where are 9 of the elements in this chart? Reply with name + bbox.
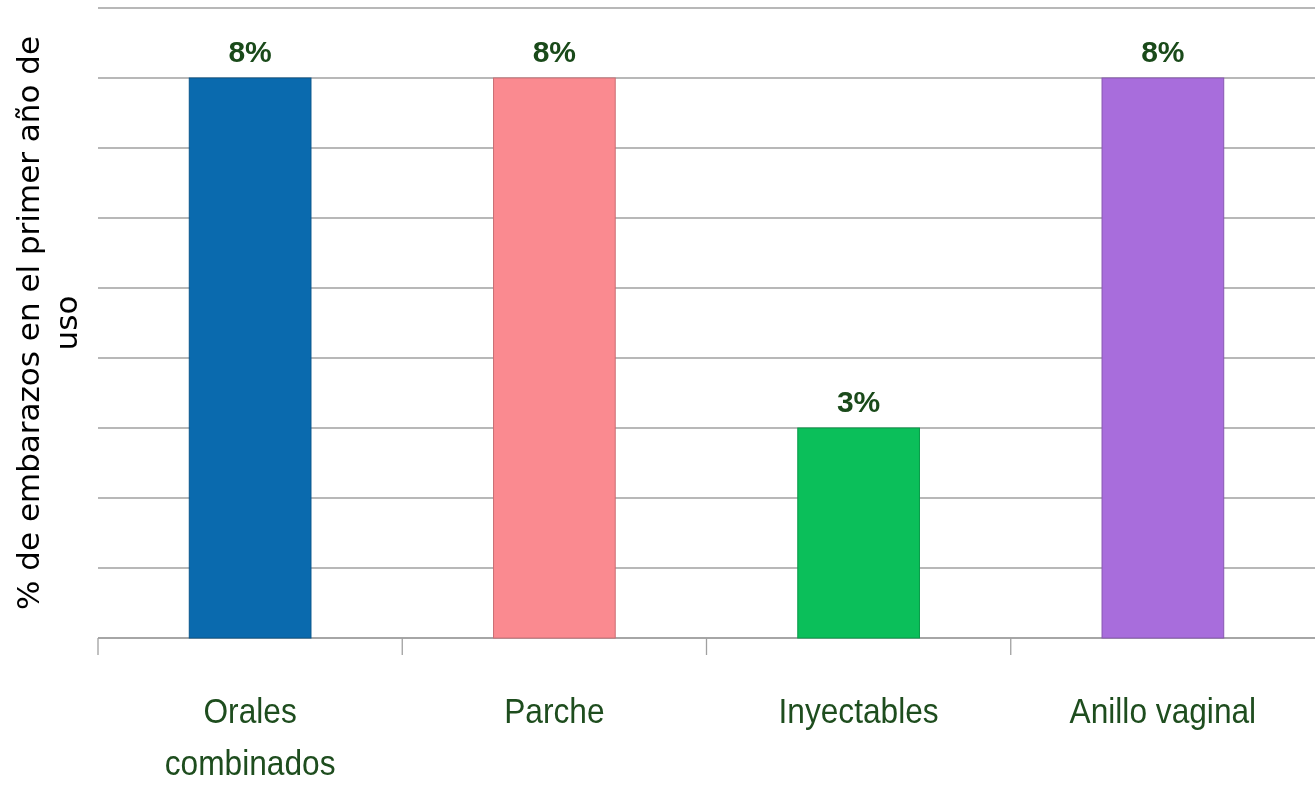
x-tick-label: Inyectables (778, 690, 939, 731)
x-tick-label: Parche (504, 690, 605, 731)
y-axis-title: % de embarazos en el primer año de uso (10, 35, 84, 611)
x-tick-label: Anillo vaginal (1069, 690, 1257, 731)
data-label: 8% (228, 35, 272, 68)
data-label: 8% (532, 35, 577, 68)
data-label: 8% (1141, 35, 1185, 68)
data-label: 3% (836, 385, 881, 418)
x-tick-label: Orales combinados (164, 690, 336, 783)
